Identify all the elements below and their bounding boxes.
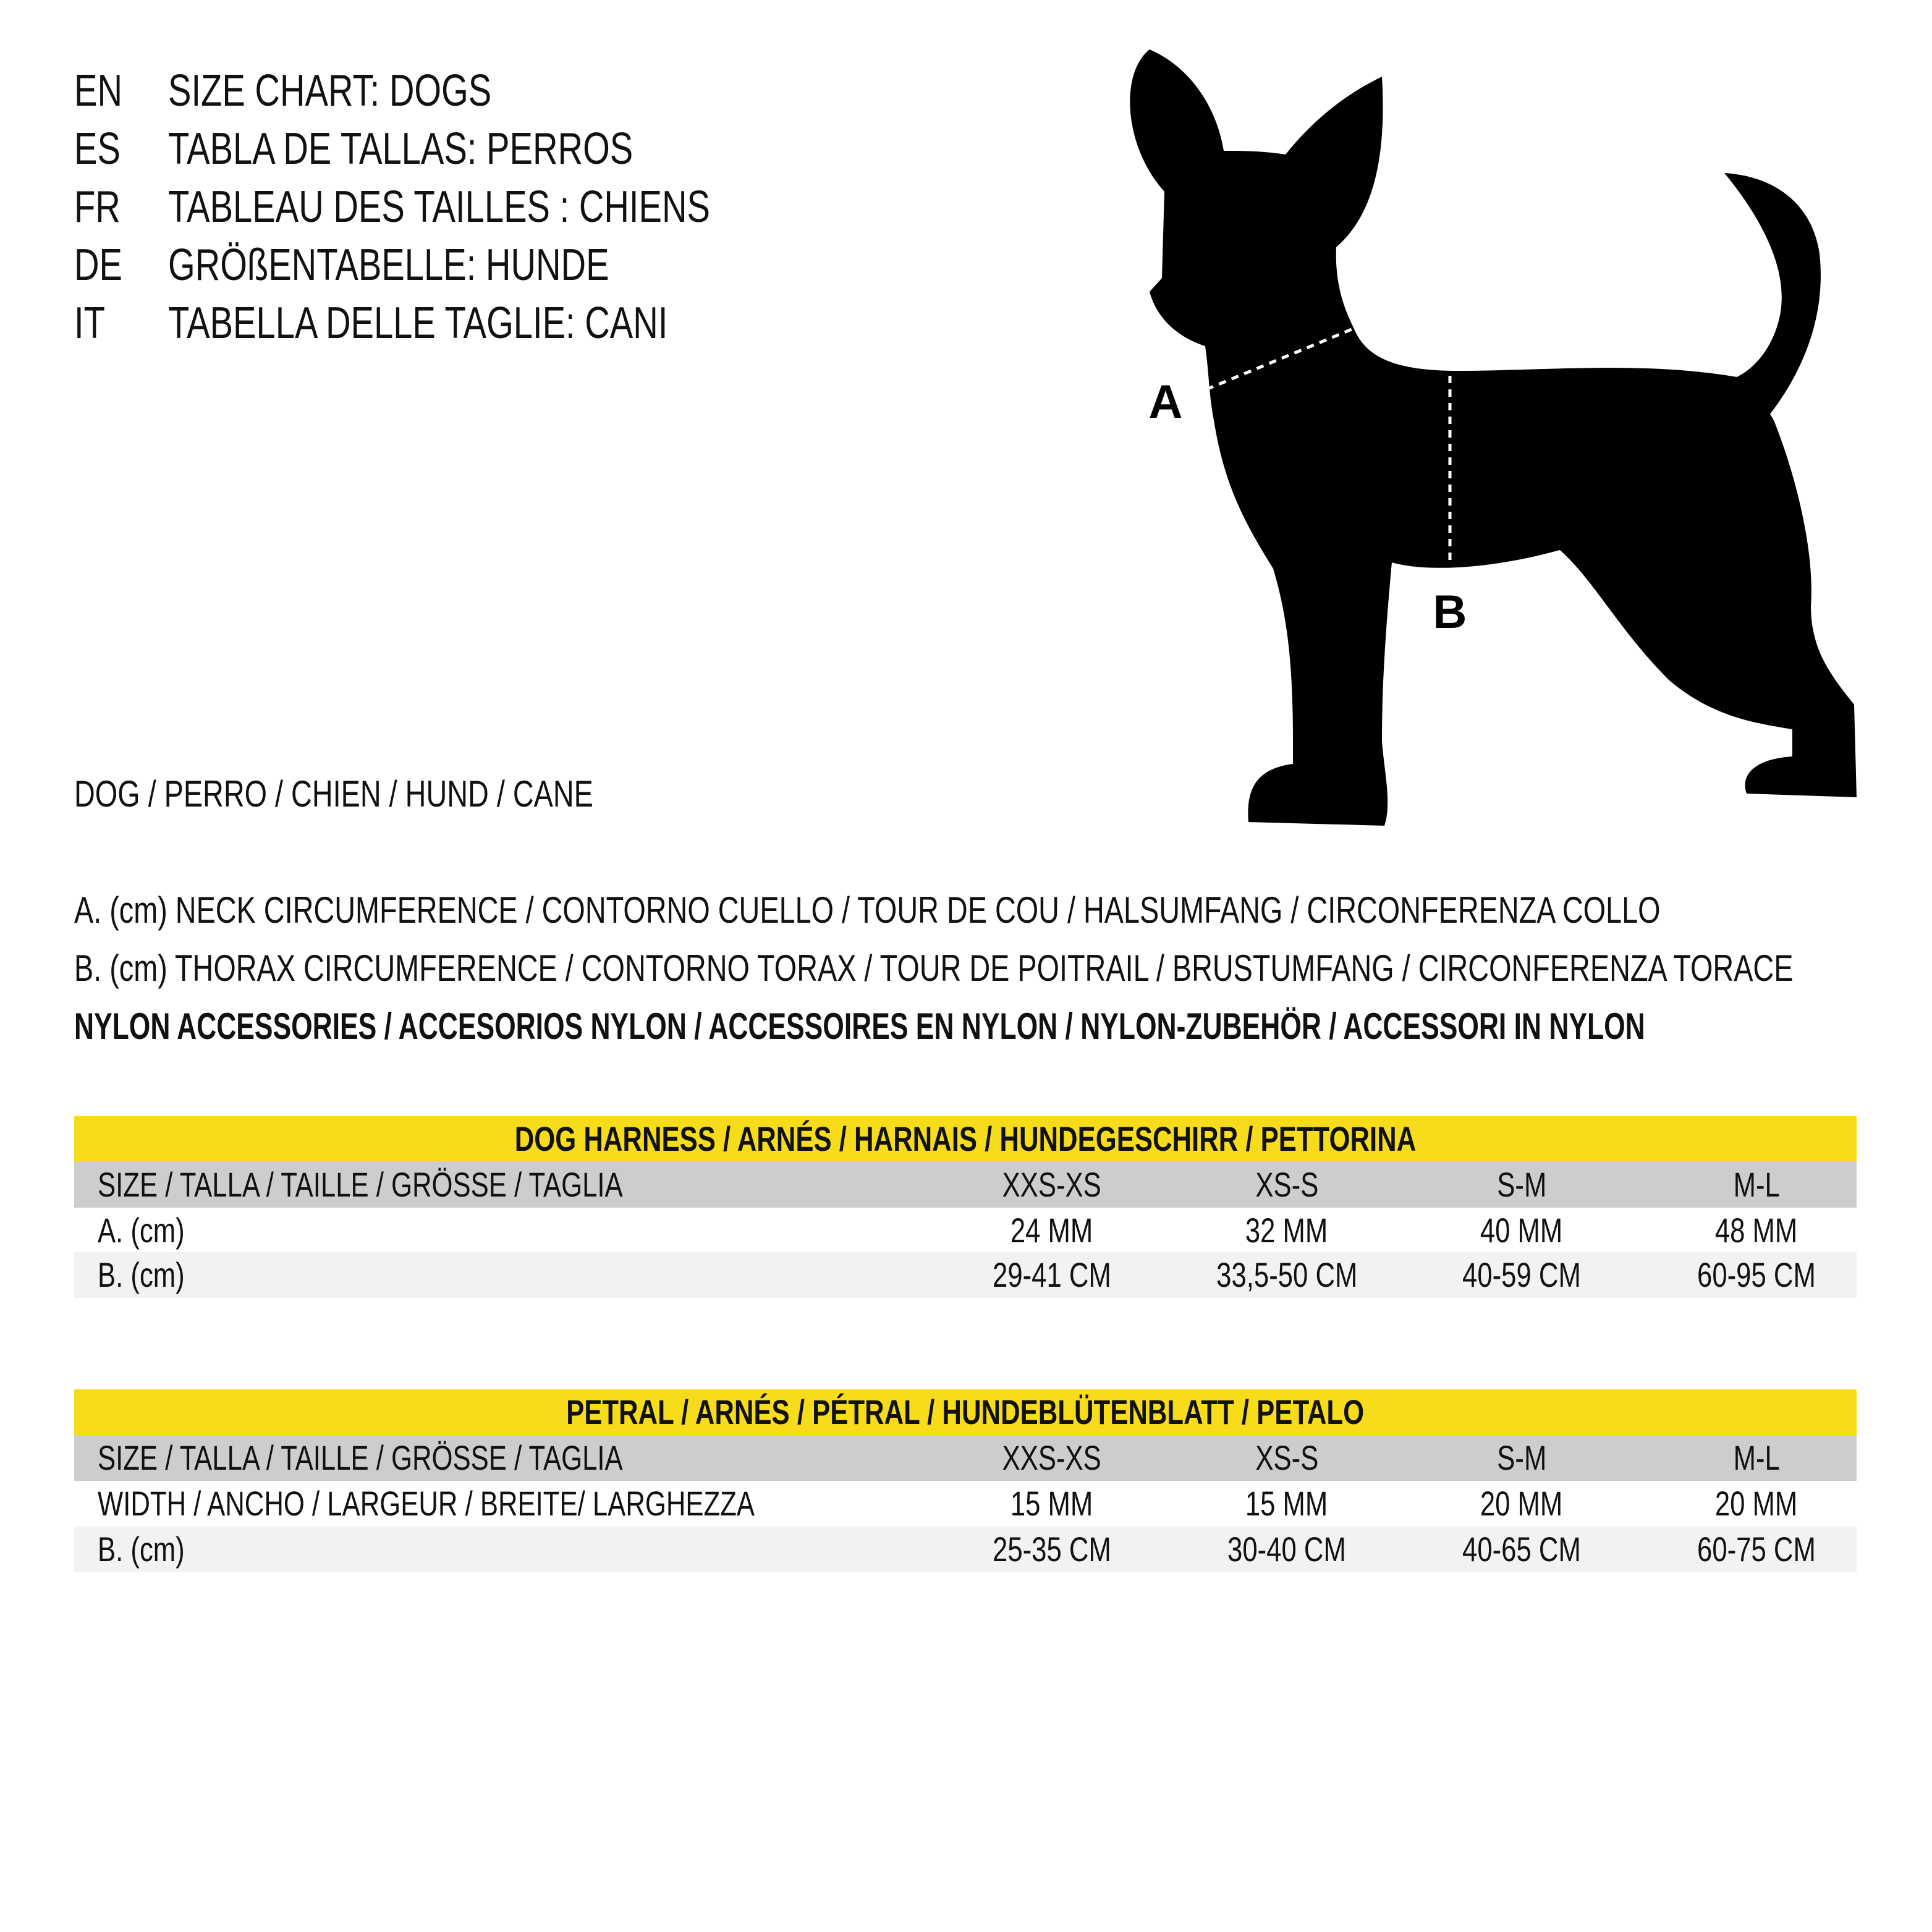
- title-es: ES TABLA DE TALLAS: PERROS: [0, 120, 865, 178]
- table-row: B. (cm) 29-41 CM 33,5-50 CM 40-59 CM 60-…: [74, 1252, 1857, 1298]
- value-cell: 30-40 CM: [1227, 1530, 1346, 1569]
- lang-code: IT: [74, 299, 105, 348]
- material-label: NYLON ACCESSORIES / ACCESORIOS NYLON / A…: [74, 1005, 1932, 1048]
- value-cell: 60-95 CM: [1697, 1255, 1816, 1294]
- title-text: SIZE CHART: DOGS: [168, 66, 492, 116]
- size-cell: S-M: [1496, 1165, 1547, 1204]
- value-cell: 40-65 CM: [1462, 1530, 1581, 1569]
- value-cell: 20 MM: [1715, 1484, 1798, 1523]
- size-cell: XS-S: [1255, 1165, 1318, 1204]
- table-row: A. (cm) 24 MM 32 MM 40 MM 48 MM: [74, 1208, 1857, 1253]
- title-text: TABELLA DELLE TAGLIE: CANI: [168, 299, 668, 348]
- legend-b-text: B. (cm) THORAX CIRCUMFERENCE / CONTORNO …: [74, 947, 1794, 989]
- value-cell: 40 MM: [1480, 1211, 1563, 1250]
- size-header-row: SIZE / TALLA / TAILLE / GRÖSSE / TAGLIA …: [74, 1162, 1857, 1208]
- label-a: A: [1149, 376, 1183, 428]
- value-cell: 25-35 CM: [993, 1530, 1111, 1569]
- legend-a-text: A. (cm) NECK CIRCUMFERENCE / CONTORNO CU…: [74, 889, 1661, 931]
- size-cell: XXS-XS: [1002, 1165, 1102, 1204]
- table-title: PETRAL / ARNÉS / PÉTRAL / HUNDEBLÜTENBLA…: [566, 1392, 1365, 1431]
- title-text: TABLEAU DES TAILLES : CHIENS: [168, 182, 711, 232]
- title-it: IT TABELLA DELLE TAGLIE: CANI: [0, 294, 865, 352]
- row-label: A. (cm): [98, 1211, 185, 1250]
- lang-code: ES: [74, 124, 121, 174]
- size-cell: M-L: [1733, 1165, 1780, 1204]
- title-text: TABLA DE TALLAS: PERROS: [168, 124, 633, 174]
- value-cell: 48 MM: [1715, 1211, 1798, 1250]
- title-block: EN SIZE CHART: DOGS ES TABLA DE TALLAS: …: [0, 62, 865, 358]
- table-title: DOG HARNESS / ARNÉS / HARNAIS / HUNDEGES…: [514, 1119, 1417, 1158]
- row-label: WIDTH / ANCHO / LARGEUR / BREITE/ LARGHE…: [98, 1484, 755, 1523]
- legend-b: B. (cm) THORAX CIRCUMFERENCE / CONTORNO …: [74, 947, 1932, 989]
- dog-silhouette: [1130, 49, 1857, 826]
- table-title-row: PETRAL / ARNÉS / PÉTRAL / HUNDEBLÜTENBLA…: [74, 1389, 1857, 1435]
- row-label: SIZE / TALLA / TAILLE / GRÖSSE / TAGLIA: [98, 1165, 623, 1204]
- value-cell: 15 MM: [1010, 1484, 1093, 1523]
- size-cell: M-L: [1733, 1438, 1780, 1477]
- value-cell: 33,5-50 CM: [1216, 1255, 1358, 1294]
- lang-code: DE: [74, 240, 123, 290]
- row-label: B. (cm): [98, 1530, 185, 1569]
- row-label: SIZE / TALLA / TAILLE / GRÖSSE / TAGLIA: [98, 1438, 623, 1477]
- title-en: EN SIZE CHART: DOGS: [0, 62, 865, 120]
- label-b: B: [1433, 586, 1467, 638]
- lang-code: EN: [74, 66, 123, 116]
- value-cell: 32 MM: [1245, 1211, 1328, 1250]
- size-header-row: SIZE / TALLA / TAILLE / GRÖSSE / TAGLIA …: [74, 1435, 1857, 1481]
- value-cell: 24 MM: [1010, 1211, 1093, 1250]
- table-row: B. (cm) 25-35 CM 30-40 CM 40-65 CM 60-75…: [74, 1527, 1857, 1572]
- value-cell: 29-41 CM: [993, 1255, 1111, 1294]
- animal-label-text: DOG / PERRO / CHIEN / HUND / CANE: [74, 773, 593, 815]
- size-cell: S-M: [1496, 1438, 1547, 1477]
- title-fr: FR TABLEAU DES TAILLES : CHIENS: [0, 178, 865, 236]
- row-label: B. (cm): [98, 1255, 185, 1294]
- size-cell: XS-S: [1255, 1438, 1318, 1477]
- table-title-row: DOG HARNESS / ARNÉS / HARNAIS / HUNDEGES…: [74, 1116, 1857, 1162]
- value-cell: 15 MM: [1245, 1484, 1328, 1523]
- lang-code: FR: [74, 182, 121, 232]
- value-cell: 40-59 CM: [1462, 1255, 1581, 1294]
- table-row: WIDTH / ANCHO / LARGEUR / BREITE/ LARGHE…: [74, 1481, 1857, 1527]
- title-text: GRÖßENTABELLE: HUNDE: [168, 240, 609, 290]
- value-cell: 60-75 CM: [1697, 1530, 1816, 1569]
- value-cell: 20 MM: [1480, 1484, 1563, 1523]
- title-de: DE GRÖßENTABELLE: HUNDE: [0, 236, 865, 294]
- size-cell: XXS-XS: [1002, 1438, 1102, 1477]
- legend-a: A. (cm) NECK CIRCUMFERENCE / CONTORNO CU…: [74, 889, 1932, 931]
- animal-label: DOG / PERRO / CHIEN / HUND / CANE: [74, 773, 740, 815]
- material-text: NYLON ACCESSORIES / ACCESORIOS NYLON / A…: [74, 1006, 1645, 1047]
